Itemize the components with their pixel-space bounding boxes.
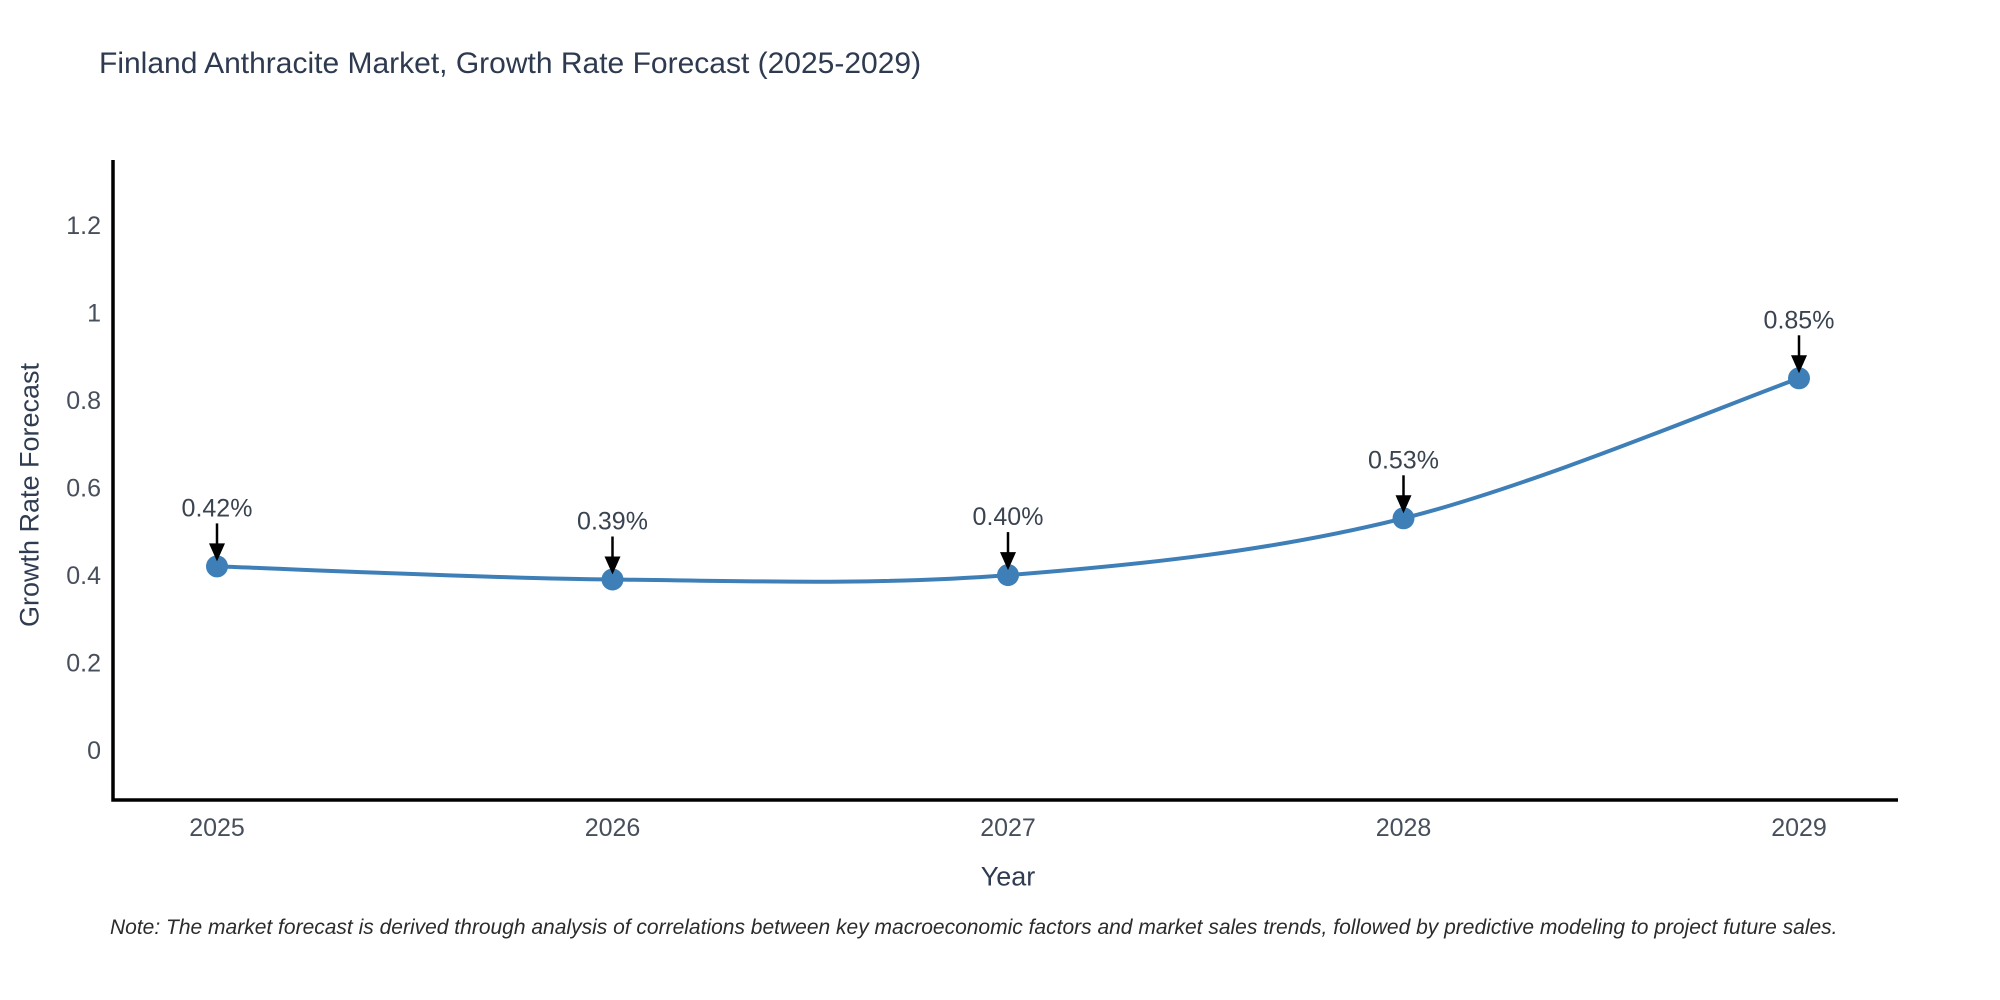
y-tick-label: 1 — [87, 300, 101, 328]
y-tick-label: 0.4 — [66, 562, 101, 590]
x-tick-label: 2026 — [585, 814, 641, 842]
data-point-marker[interactable] — [997, 564, 1019, 587]
annotation-arrowhead — [1791, 355, 1807, 374]
data-point-marker[interactable] — [601, 568, 624, 591]
annotation-arrowhead — [1395, 495, 1412, 514]
annotation-label: 0.39% — [577, 508, 648, 536]
y-tick-label: 0.2 — [66, 650, 101, 678]
y-tick-label: 0.8 — [66, 387, 101, 415]
annotation-arrowhead — [1000, 552, 1016, 571]
chart-footnote: Note: The market forecast is derived thr… — [110, 916, 1838, 939]
axis-lines — [111, 160, 1898, 802]
x-tick-label: 2025 — [189, 814, 245, 842]
x-axis-title: Year — [980, 861, 1036, 892]
y-tick-label: 0 — [87, 737, 101, 765]
data-point-marker[interactable] — [1392, 507, 1415, 530]
annotation-label: 0.53% — [1368, 446, 1439, 474]
annotation-label: 0.40% — [973, 503, 1044, 531]
chart-title: Finland Anthracite Market, Growth Rate F… — [99, 47, 922, 80]
y-axis-title: Growth Rate Forecast — [14, 362, 45, 628]
data-point-marker[interactable] — [1788, 367, 1810, 390]
annotation-label: 0.42% — [182, 494, 253, 522]
annotation-label: 0.85% — [1764, 306, 1835, 334]
x-tick-label: 2028 — [1376, 814, 1432, 842]
annotation-arrowhead — [604, 556, 621, 575]
annotation-arrowhead — [209, 543, 225, 562]
y-tick-label: 1.2 — [66, 212, 101, 240]
y-tick-label: 0.6 — [66, 475, 101, 503]
x-tick-label: 2029 — [1771, 814, 1827, 842]
data-point-marker[interactable] — [206, 555, 228, 578]
x-tick-label: 2027 — [980, 814, 1036, 842]
